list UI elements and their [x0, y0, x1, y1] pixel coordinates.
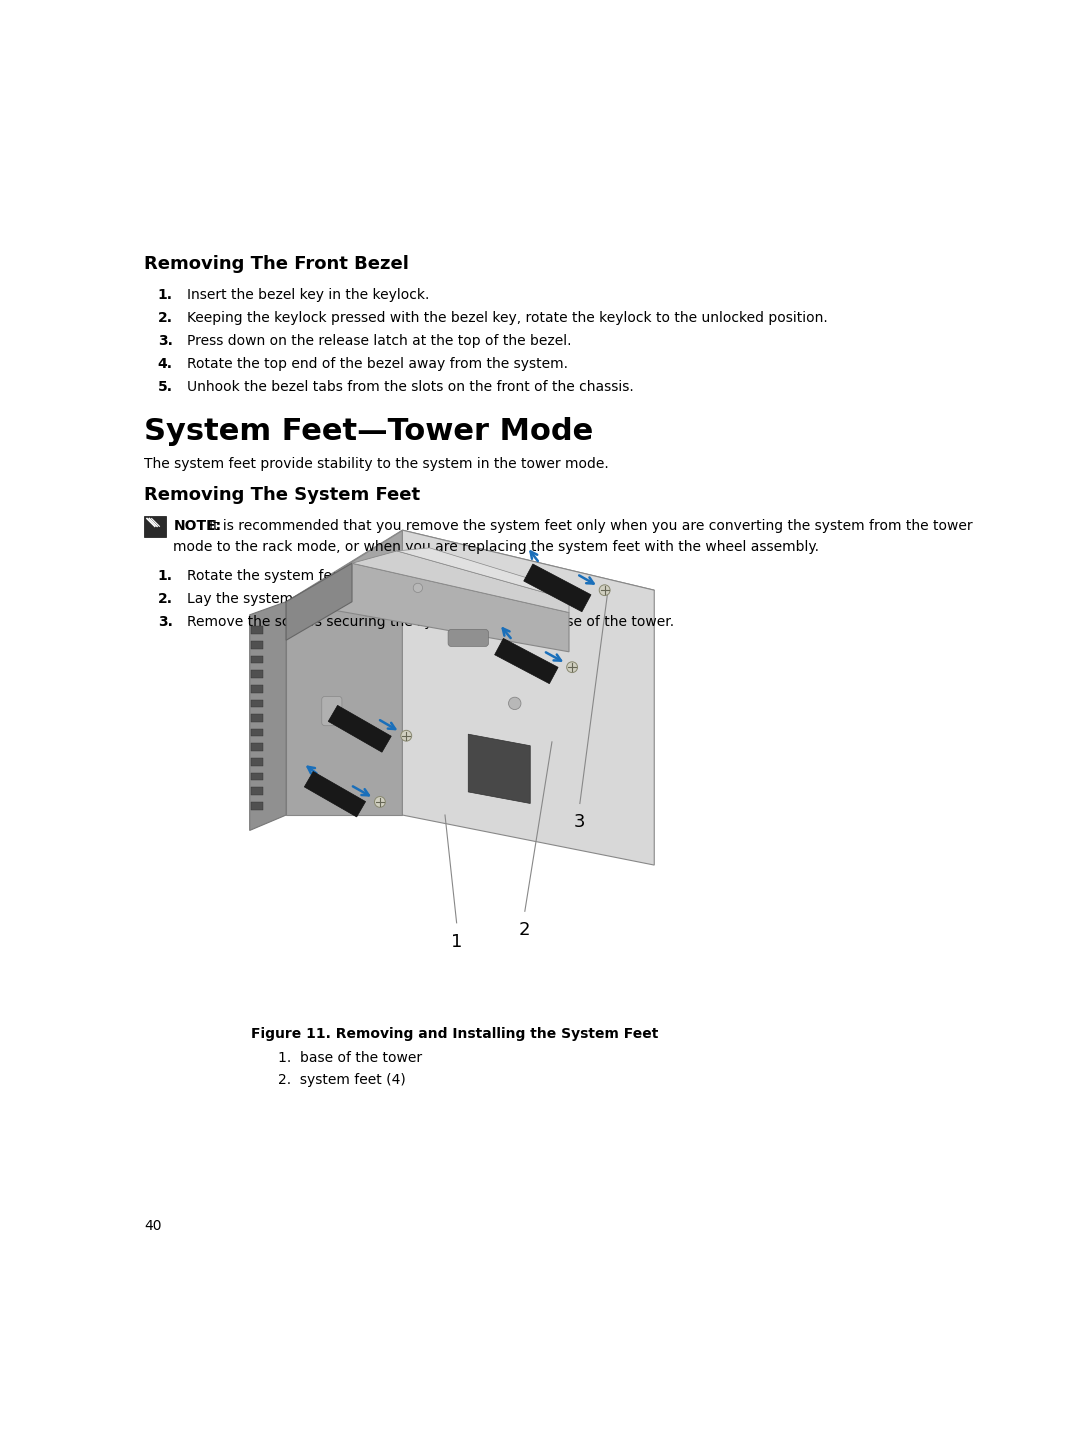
Circle shape: [599, 585, 610, 595]
Polygon shape: [252, 728, 262, 737]
Text: 3.: 3.: [158, 615, 173, 630]
Text: Rotate the system feet inward.: Rotate the system feet inward.: [187, 569, 402, 582]
Polygon shape: [397, 548, 584, 599]
Text: 2.  system feet (4): 2. system feet (4): [279, 1073, 406, 1087]
Polygon shape: [252, 655, 262, 664]
Polygon shape: [252, 685, 262, 693]
Circle shape: [567, 663, 578, 673]
FancyBboxPatch shape: [448, 630, 488, 647]
Text: 2.: 2.: [158, 311, 173, 324]
Circle shape: [375, 796, 386, 807]
Circle shape: [414, 584, 422, 592]
Polygon shape: [286, 564, 569, 652]
Text: 1.  base of the tower: 1. base of the tower: [279, 1051, 422, 1065]
Text: Removing The Front Bezel: Removing The Front Bezel: [144, 255, 409, 274]
Polygon shape: [328, 706, 391, 753]
Polygon shape: [252, 714, 262, 721]
Text: Figure 11. Removing and Installing the System Feet: Figure 11. Removing and Installing the S…: [252, 1027, 659, 1041]
Text: mode to the rack mode, or when you are replacing the system feet with the wheel : mode to the rack mode, or when you are r…: [174, 541, 820, 554]
Text: Removing The System Feet: Removing The System Feet: [144, 486, 420, 505]
Polygon shape: [252, 787, 262, 794]
Text: NOTE:: NOTE:: [174, 519, 221, 532]
Text: Insert the bezel key in the keylock.: Insert the bezel key in the keylock.: [187, 288, 429, 301]
Text: 2: 2: [519, 921, 530, 939]
Text: 5.: 5.: [158, 380, 173, 394]
Text: 3: 3: [575, 813, 585, 832]
Text: Press down on the release latch at the top of the bezel.: Press down on the release latch at the t…: [187, 334, 571, 348]
Polygon shape: [252, 773, 262, 780]
Polygon shape: [252, 641, 262, 648]
Polygon shape: [286, 531, 403, 815]
Text: Rotate the top end of the bezel away from the system.: Rotate the top end of the bezel away fro…: [187, 357, 567, 371]
Text: The system feet provide stability to the system in the tower mode.: The system feet provide stability to the…: [144, 457, 609, 470]
Text: 4.: 4.: [158, 357, 173, 371]
Polygon shape: [495, 638, 558, 684]
Text: 3.: 3.: [158, 334, 173, 348]
Polygon shape: [252, 627, 262, 634]
Polygon shape: [524, 564, 591, 612]
Text: 40: 40: [144, 1219, 161, 1233]
Text: System Feet—Tower Mode: System Feet—Tower Mode: [144, 417, 593, 446]
Polygon shape: [252, 670, 262, 678]
Text: Lay the system on its side on a flat, stable surface.: Lay the system on its side on a flat, st…: [187, 592, 541, 605]
Polygon shape: [469, 734, 530, 803]
FancyBboxPatch shape: [322, 697, 342, 726]
Text: Remove the screws securing the system feet to the base of the tower.: Remove the screws securing the system fe…: [187, 615, 674, 630]
Polygon shape: [403, 531, 654, 865]
Polygon shape: [286, 531, 654, 652]
Text: 1.: 1.: [158, 569, 173, 582]
Polygon shape: [249, 602, 286, 830]
Polygon shape: [252, 700, 262, 707]
Text: 2.: 2.: [158, 592, 173, 605]
Text: Unhook the bezel tabs from the slots on the front of the chassis.: Unhook the bezel tabs from the slots on …: [187, 380, 633, 394]
Polygon shape: [252, 743, 262, 751]
Polygon shape: [252, 802, 262, 810]
Polygon shape: [352, 551, 569, 612]
Text: 1: 1: [451, 934, 462, 951]
Text: It is recommended that you remove the system feet only when you are converting t: It is recommended that you remove the sy…: [210, 519, 973, 532]
Circle shape: [401, 730, 411, 741]
FancyBboxPatch shape: [144, 515, 165, 538]
Text: 1.: 1.: [158, 288, 173, 301]
Polygon shape: [252, 759, 262, 766]
Circle shape: [509, 697, 521, 710]
Text: Keeping the keylock pressed with the bezel key, rotate the keylock to the unlock: Keeping the keylock pressed with the bez…: [187, 311, 827, 324]
Polygon shape: [305, 771, 366, 817]
Polygon shape: [286, 564, 352, 640]
